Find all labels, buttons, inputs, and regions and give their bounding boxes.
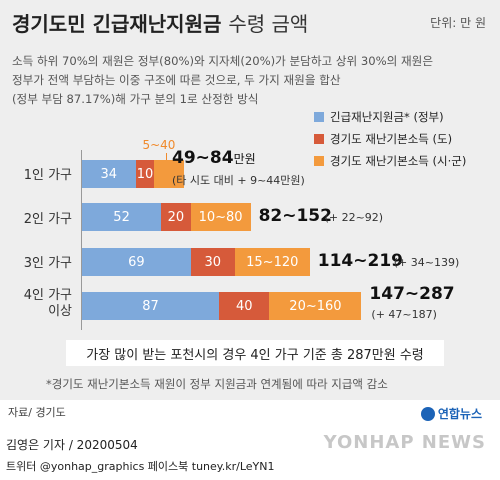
callout-line: [166, 153, 168, 160]
bar-segment-label: 15~120: [246, 254, 299, 270]
legend-label-city: 경기도 재난기본소득 (시·군): [330, 154, 467, 168]
row-total: 49~84만원: [172, 148, 256, 168]
source-label: 자료/ 경기도: [8, 406, 66, 419]
page-title: 경기도민 긴급재난지원금 수령 금액: [12, 8, 308, 37]
bar-segment-province: 30: [190, 248, 235, 276]
row-range: (+ 22~92): [324, 211, 384, 224]
bar-segment-city: 10~80: [190, 203, 251, 231]
bar-segment-province: 40: [219, 292, 270, 320]
bar-segment-label: 52: [113, 209, 130, 225]
row-total-value: 49~84: [172, 148, 234, 168]
author-credit: 김영은 기자 / 20200504: [6, 438, 138, 452]
title-sub: 수령 금액: [228, 12, 309, 36]
chart-axis-line: [81, 150, 82, 330]
social-credit: 트위터 @yonhap_graphics 페이스북 tuney.kr/LeYN1: [6, 460, 275, 473]
bar-segment-government: 52: [82, 203, 162, 231]
description-line-3: (정부 부담 87.17%)해 가구 분의 1로 산정한 방식: [12, 92, 259, 106]
legend-item-city: 경기도 재난기본소득 (시·군): [314, 150, 466, 172]
row-range: (+ 47~187): [371, 308, 437, 321]
bar-segment-government: 34: [82, 160, 136, 188]
yonhap-logo-text: 연합뉴스: [437, 407, 482, 421]
description-line-1: 소득 하위 70%의 재원은 정부(80%)와 지자체(20%)가 분담하고 상…: [12, 54, 433, 68]
row-total-value: 147~287: [369, 284, 455, 304]
bar-segment-government: 69: [82, 248, 191, 276]
yonhap-logo-icon: [420, 406, 435, 421]
row-total: 147~287: [369, 284, 454, 304]
bar-segment-label: 10: [136, 166, 154, 182]
legend: 긴급재난지원금* (정부) 경기도 재난기본소득 (도) 경기도 재난기본소득 …: [314, 106, 466, 172]
description: 소득 하위 70%의 재원은 정부(80%)와 지자체(20%)가 분담하고 상…: [12, 52, 492, 109]
row-total: 82~152: [259, 206, 332, 226]
legend-swatch-government: [314, 112, 324, 122]
bar-segment-label: 34: [100, 166, 118, 182]
chart-panel: [0, 0, 500, 400]
legend-item-government: 긴급재난지원금* (정부): [314, 106, 466, 128]
row-total-value: 82~152: [258, 206, 332, 226]
legend-label-province: 경기도 재난기본소득 (도): [330, 132, 453, 146]
bar-segment-province: 20: [161, 203, 191, 231]
bar-segment-label: 10~80: [198, 209, 243, 225]
row-total-value: 114~219: [317, 251, 403, 271]
row-range: (+ 34~139): [393, 256, 460, 269]
row-label: 1인 가구: [23, 168, 72, 183]
bar-segment-city: [154, 160, 185, 188]
row-label: 2인 가구: [23, 212, 72, 227]
description-line-2: 정부가 전액 부담하는 이중 구조에 따른 것으로, 두 가지 재원을 합산: [12, 73, 341, 87]
footnote: *경기도 재난기본소득 재원이 정부 지원금과 연계됨에 따라 지급액 감소: [46, 377, 388, 391]
row-range: (타 시도 대비 + 9~44만원): [172, 174, 305, 187]
bar-segment-label: 69: [128, 254, 145, 270]
legend-swatch-city: [314, 156, 324, 166]
row-total-unit: 만원: [233, 152, 256, 166]
bar-segment-label: 20~160: [289, 298, 342, 314]
title-main: 경기도민 긴급재난지원금: [12, 12, 222, 36]
row-label: 4인 가구 이상: [23, 288, 72, 319]
yonhap-watermark: YONHAP NEWS: [323, 432, 486, 453]
legend-item-province: 경기도 재난기본소득 (도): [314, 128, 466, 150]
bar-segment-label: 87: [142, 298, 159, 314]
bar-segment-label: 30: [204, 254, 221, 270]
unit-label: 단위: 만 원: [430, 16, 486, 30]
legend-label-government: 긴급재난지원금* (정부): [330, 110, 444, 124]
yonhap-logo: 연합뉴스: [420, 405, 482, 422]
row-total: 114~219: [318, 251, 403, 271]
bar-segment-province: 10: [135, 160, 155, 188]
bar-segment-government: 87: [82, 292, 220, 320]
bar-segment-label-callout: 5~40: [142, 138, 176, 152]
bar-segment-label: 40: [235, 298, 253, 314]
bar-segment-city: 15~120: [234, 248, 310, 276]
bar-segment-label: 20: [167, 209, 185, 225]
row-label: 3인 가구: [23, 256, 72, 271]
legend-swatch-province: [314, 134, 324, 144]
highlight-note: 가장 많이 받는 포천시의 경우 4인 가구 기준 총 287만원 수령: [66, 340, 444, 366]
bar-segment-city: 20~160: [269, 292, 362, 320]
